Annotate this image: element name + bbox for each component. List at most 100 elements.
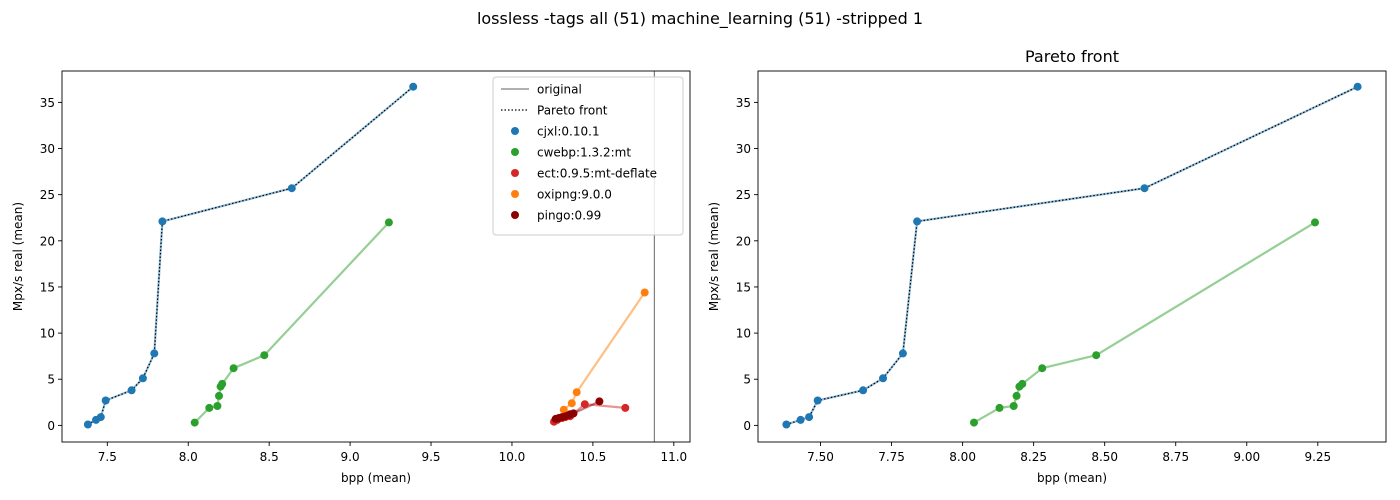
y-tick-label: 30 <box>736 142 751 156</box>
data-point-cjxl-0-10-1 <box>796 415 805 424</box>
legend-label: cjxl:0.10.1 <box>537 125 600 139</box>
data-point-cwebp-1-3-2-mt <box>229 364 238 373</box>
data-point-cwebp-1-3-2-mt <box>205 403 214 412</box>
x-tick-label: 8.0 <box>179 450 198 464</box>
data-point-cjxl-0-10-1 <box>1140 184 1149 193</box>
legend-swatch-cjxl-0-10-1 <box>511 127 519 135</box>
y-tick-label: 35 <box>736 96 751 110</box>
y-tick-label: 25 <box>736 188 751 202</box>
data-point-cwebp-1-3-2-mt <box>970 418 978 427</box>
x-tick-label: 8.50 <box>1091 450 1118 464</box>
data-point-cwebp-1-3-2-mt <box>1012 391 1021 400</box>
chart-panel-right: Pareto front 7.50 7.75 8.00 8.25 8.50 8.75 9.00… <box>707 47 1387 485</box>
series-line-cjxl-0-10-1 <box>786 85 1359 426</box>
data-point-cwebp-1-3-2-mt <box>1038 364 1047 373</box>
legend-label: pingo:0.99 <box>537 209 601 223</box>
data-point-cjxl-0-10-1 <box>898 349 907 358</box>
x-tick-label: 9.5 <box>421 450 440 464</box>
x-tick-label: 7.75 <box>878 450 905 464</box>
data-point-cjxl-0-10-1 <box>1353 82 1362 91</box>
data-point-cjxl-0-10-1 <box>158 217 167 226</box>
data-point-oxipng-9-0-0 <box>572 388 581 397</box>
x-tick-label: 8.75 <box>1162 450 1189 464</box>
plot-frame <box>61 70 691 443</box>
y-tick-label: 30 <box>40 142 55 156</box>
data-point-cjxl-0-10-1 <box>782 420 791 429</box>
data-point-ect-0-9-5-mt-deflate <box>621 403 630 412</box>
data-point-cwebp-1-3-2-mt <box>260 351 269 360</box>
y-tick-label: 5 <box>743 373 751 387</box>
data-point-cwebp-1-3-2-mt <box>213 402 222 410</box>
y-tick-label: 15 <box>736 280 751 294</box>
data-point-cjxl-0-10-1 <box>913 217 922 226</box>
data-point-cjxl-0-10-1 <box>409 82 418 91</box>
x-tick-label: 7.5 <box>98 450 117 464</box>
legend-box <box>492 76 684 236</box>
y-tick-label: 20 <box>736 234 751 248</box>
data-point-oxipng-9-0-0 <box>559 405 568 414</box>
y-tick-label: 35 <box>40 96 55 110</box>
y-tick-label: 25 <box>40 188 55 202</box>
legend-swatch-pingo-0-99 <box>511 211 519 219</box>
x-tick-label: 9.0 <box>341 450 360 464</box>
x-tick-label: 8.25 <box>1020 450 1047 464</box>
data-point-cjxl-0-10-1 <box>813 396 822 405</box>
x-tick-label: 7.50 <box>807 450 834 464</box>
x-axis-label: bpp (mean) <box>341 471 411 485</box>
data-point-cjxl-0-10-1 <box>859 386 868 395</box>
data-point-cjxl-0-10-1 <box>101 396 110 405</box>
data-point-cjxl-0-10-1 <box>150 349 159 358</box>
y-tick-label: 10 <box>736 327 751 341</box>
data-point-cjxl-0-10-1 <box>287 184 296 193</box>
y-tick-label: 20 <box>40 234 55 248</box>
legend-swatch-ect-0-9-5-mt-deflate <box>511 169 519 177</box>
data-point-cjxl-0-10-1 <box>127 386 136 395</box>
data-point-cwebp-1-3-2-mt <box>995 403 1004 412</box>
x-tick-label: 8.5 <box>260 450 279 464</box>
data-point-cwebp-1-3-2-mt <box>384 218 393 227</box>
legend-swatch-oxipng-9-0-0 <box>511 190 519 198</box>
legend-label: cwebp:1.3.2:mt <box>537 146 631 160</box>
data-point-cjxl-0-10-1 <box>138 374 147 383</box>
y-tick-label: 0 <box>743 419 751 433</box>
data-point-pingo-0-99 <box>595 397 604 406</box>
y-tick-label: 0 <box>47 419 55 433</box>
y-tick-label: 15 <box>40 280 55 294</box>
data-point-cjxl-0-10-1 <box>805 413 814 422</box>
data-point-cwebp-1-3-2-mt <box>190 418 199 427</box>
data-point-ect-0-9-5-mt-deflate <box>580 400 589 409</box>
data-point-oxipng-9-0-0 <box>567 399 576 408</box>
x-tick-label: 9.25 <box>1304 450 1331 464</box>
legend-label: original <box>537 83 582 97</box>
data-point-cwebp-1-3-2-mt <box>218 379 227 388</box>
x-tick-label: 10.5 <box>580 450 607 464</box>
plot-frame <box>757 70 1387 443</box>
data-point-cjxl-0-10-1 <box>879 374 887 383</box>
legend-label: oxipng:9.0.0 <box>537 188 612 202</box>
legend-label: Pareto front <box>537 104 608 118</box>
chart-title: Pareto front <box>1025 47 1119 66</box>
data-point-cwebp-1-3-2-mt <box>1092 351 1101 360</box>
x-tick-label: 8.00 <box>949 450 976 464</box>
chart-panel-left: 7.5 8.0 8.5 9.0 9.5 10.0 10.5 11.0 0 5 10 15 20 25 30 3… <box>11 70 691 485</box>
data-point-cwebp-1-3-2-mt <box>1009 402 1018 410</box>
data-point-cwebp-1-3-2-mt <box>1311 218 1319 227</box>
x-axis-label: bpp (mean) <box>1037 471 1107 485</box>
x-tick-label: 10.0 <box>499 450 526 464</box>
legend: original Pareto front cjxl:0.10.1 cwebp:1.3… <box>492 76 684 236</box>
legend-swatch-cwebp-1-3-2-mt <box>511 148 519 156</box>
data-point-cjxl-0-10-1 <box>96 413 105 422</box>
x-tick-label: 9.00 <box>1233 450 1260 464</box>
y-axis-label: Mpx/s real (mean) <box>707 202 721 311</box>
series-line-oxipng-9-0-0 <box>563 291 646 411</box>
data-point-pingo-0-99 <box>569 409 578 418</box>
x-tick-label: 11.0 <box>660 450 687 464</box>
data-point-cwebp-1-3-2-mt <box>1018 379 1027 388</box>
figure-suptitle: lossless -tags all (51) machine_learning… <box>477 9 923 29</box>
data-point-cwebp-1-3-2-mt <box>215 391 223 400</box>
y-tick-label: 5 <box>47 373 55 387</box>
data-point-oxipng-9-0-0 <box>640 288 649 297</box>
data-point-cjxl-0-10-1 <box>83 420 92 429</box>
